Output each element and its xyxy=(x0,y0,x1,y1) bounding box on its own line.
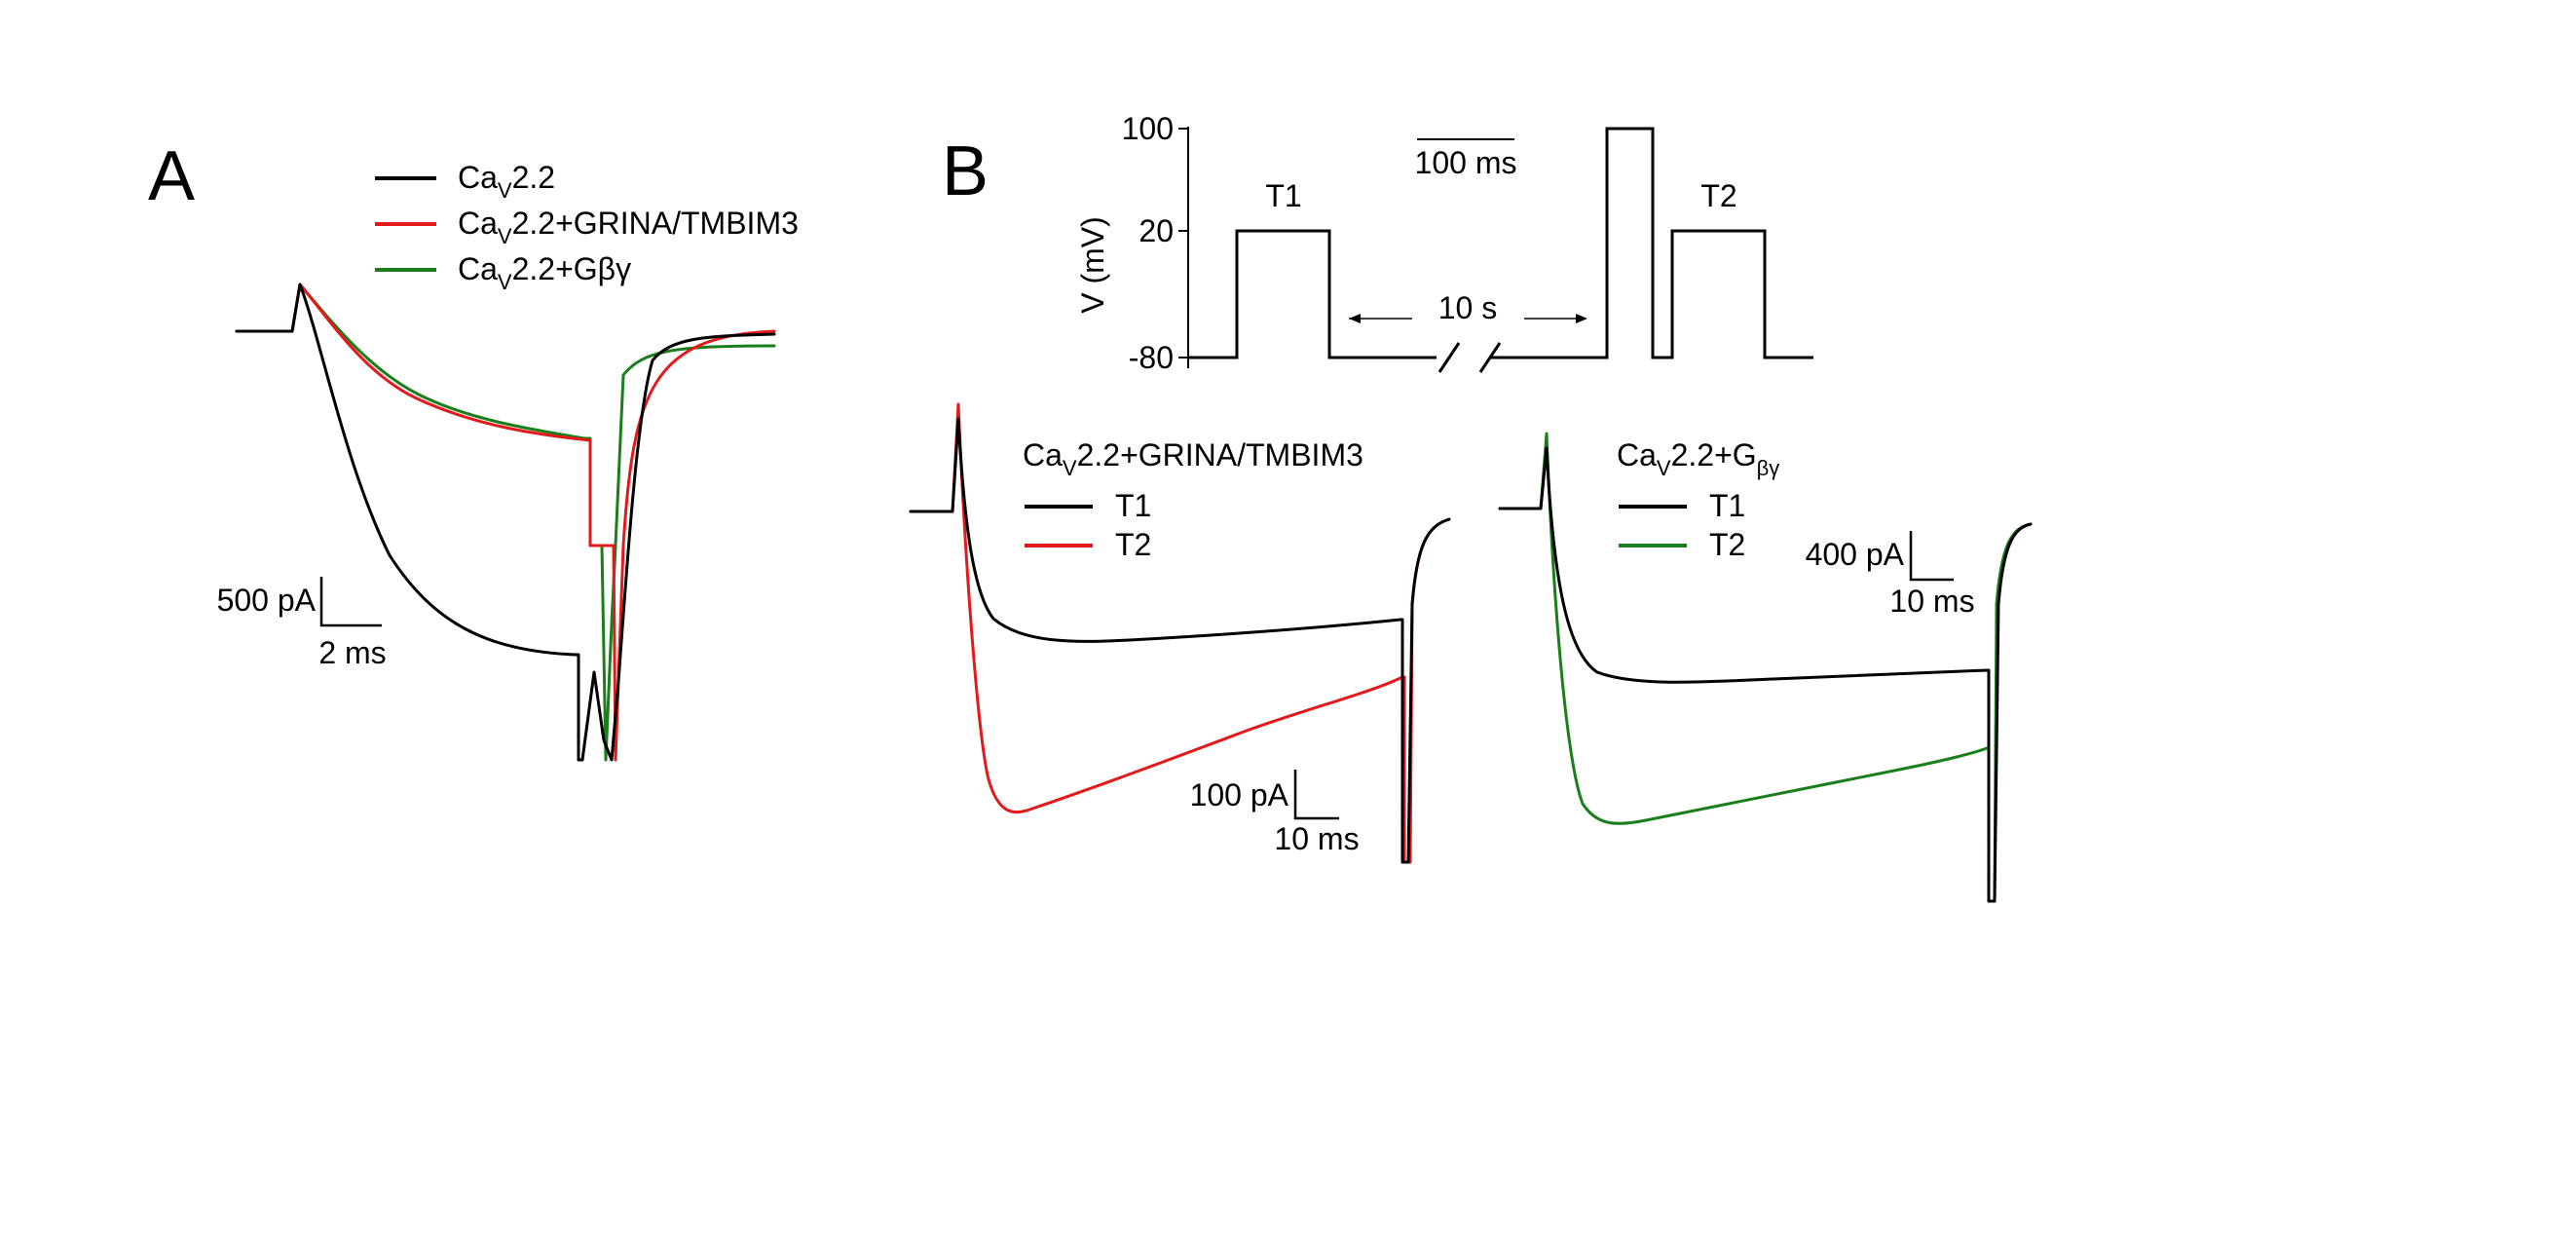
protocol-interval-label: 10 s xyxy=(1438,290,1497,325)
arrowhead-left-icon xyxy=(1349,314,1361,323)
scale-time-a: 2 ms xyxy=(318,635,386,670)
panel-a-label: A xyxy=(148,137,195,215)
trace-gbg-t1 xyxy=(1498,446,2033,903)
legend-label-sub: V xyxy=(498,224,512,248)
svg-text:CaV2.2+GRINA/TMBIM3: CaV2.2+GRINA/TMBIM3 xyxy=(458,206,799,248)
panel-a-scalebar: 500 pA 2 ms xyxy=(217,577,387,670)
panel-b: B V (mV) 100 20 -80 T1 T2 100 ms 10 xyxy=(909,111,2033,903)
trace-gbg-t2 xyxy=(1498,432,2033,903)
protocol-tick-label: 100 xyxy=(1122,111,1174,146)
legend-label-t1: T1 xyxy=(1709,488,1745,523)
protocol-trace-left xyxy=(1188,229,1437,359)
scalebar-a xyxy=(319,577,382,627)
legend-label-base: Ca xyxy=(458,251,498,286)
scalebar-grina xyxy=(1293,770,1339,820)
legend-label-t2: T2 xyxy=(1115,527,1151,562)
panel-a: A CaV2.2 CaV2.2+GRINA/TMBIM3 CaV2.2+Gβγ … xyxy=(148,137,799,762)
legend-entry-cav22: CaV2.2 xyxy=(375,160,555,203)
arrowhead-right-icon xyxy=(1576,314,1587,323)
protocol-time-scale-label: 100 ms xyxy=(1415,145,1517,180)
protocol-t2-label: T2 xyxy=(1700,178,1736,213)
trace-grina-t1 xyxy=(909,417,1451,864)
protocol-tick-label: 20 xyxy=(1139,213,1174,248)
scale-current-grina: 100 pA xyxy=(1190,777,1289,812)
protocol-t1-label: T1 xyxy=(1265,178,1301,213)
recording-gbg: CaV2.2+Gβγ T1 T2 400 pA 10 ms xyxy=(1498,432,2033,903)
legend-label-sub: V xyxy=(498,270,512,294)
panel-b-label: B xyxy=(942,132,989,210)
legend-label-t1: T1 xyxy=(1115,488,1151,523)
trace-a-red xyxy=(235,283,776,762)
legend-label-rest: 2.2+Gβγ xyxy=(512,251,631,286)
legend-entry-cav22-grina: CaV2.2+GRINA/TMBIM3 xyxy=(375,206,799,248)
legend-label-base: Ca xyxy=(458,206,498,241)
protocol-ylabel: V (mV) xyxy=(1075,216,1110,314)
recording-grina-title: CaV2.2+GRINA/TMBIM3 xyxy=(1023,437,1363,480)
legend-label-rest: 2.2+GRINA/TMBIM3 xyxy=(512,206,799,241)
voltage-protocol: V (mV) 100 20 -80 T1 T2 100 ms 10 s xyxy=(1075,111,1813,375)
trace-a-black xyxy=(235,283,776,762)
scalebar-gbg xyxy=(1909,531,1954,582)
legend-label-rest: 2.2 xyxy=(512,160,555,195)
scale-current-a: 500 pA xyxy=(217,583,317,618)
legend-entry-cav22-gbg: CaV2.2+Gβγ xyxy=(375,251,631,294)
scale-time-grina: 10 ms xyxy=(1274,821,1359,856)
protocol-interval: 10 s xyxy=(1349,290,1587,325)
panel-a-legend: CaV2.2 CaV2.2+GRINA/TMBIM3 CaV2.2+Gβγ xyxy=(375,160,799,294)
scale-current-gbg: 400 pA xyxy=(1806,537,1905,572)
legend-label-base: Ca xyxy=(458,160,498,195)
protocol-trace-right xyxy=(1490,127,1813,359)
trace-grina-t2 xyxy=(909,402,1451,864)
legend-label-sub: V xyxy=(498,178,512,203)
svg-text:CaV2.2: CaV2.2 xyxy=(458,160,555,203)
trace-a-green xyxy=(235,283,776,762)
legend-label-t2: T2 xyxy=(1709,527,1745,562)
svg-text:CaV2.2+Gβγ: CaV2.2+Gβγ xyxy=(458,251,631,294)
recording-grina: CaV2.2+GRINA/TMBIM3 T1 T2 100 pA 10 ms xyxy=(909,402,1451,864)
protocol-tick-label: -80 xyxy=(1129,340,1174,375)
recording-gbg-title: CaV2.2+Gβγ xyxy=(1617,437,1779,480)
scale-time-gbg: 10 ms xyxy=(1889,584,1974,619)
